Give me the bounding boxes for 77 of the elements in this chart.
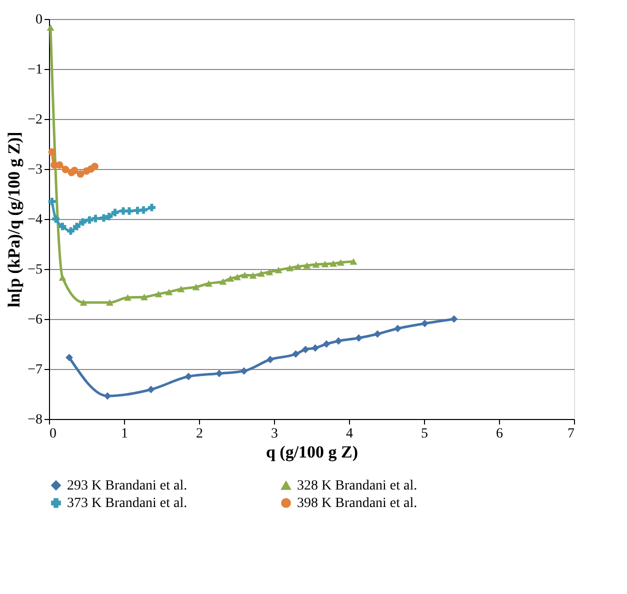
point [111,208,119,216]
point [73,222,80,230]
point [450,315,458,323]
point [147,386,155,394]
point [70,166,78,174]
point [205,280,212,287]
point [154,290,162,298]
point [52,215,60,223]
point [165,288,173,296]
y-tick-label: −7 [28,362,42,378]
point [106,299,114,306]
point [140,206,148,214]
point [337,259,344,266]
y-axis-title: ln[p (kPa)/q (g/100 g Z)] [4,132,24,308]
point [62,166,70,174]
point [48,148,56,156]
point [184,372,192,380]
x-axis-title: q (g/100 g Z) [266,442,358,462]
x-tick-label: 0 [50,426,56,442]
y-tick-label: −5 [28,262,42,278]
point [105,212,113,220]
y-tick-label: −8 [28,412,42,428]
point [48,198,56,206]
legend-label: 373 K Brandani et al. [67,496,188,511]
x-tick-label: 7 [568,426,574,442]
point [286,264,294,272]
point [258,270,265,277]
x-tick-label: 6 [496,426,503,442]
point [58,274,66,281]
point [58,222,66,230]
point [249,272,257,279]
point [104,392,112,400]
point [80,299,88,306]
point [126,207,133,215]
point [330,260,337,267]
legend-label: 398 K Brandani et al. [297,496,418,511]
point [241,272,248,278]
x-tick-label: 4 [346,426,353,442]
point [177,286,185,292]
point [274,266,282,274]
y-tick-label: −2 [28,112,42,128]
point [303,262,311,269]
point [148,204,156,212]
point [124,294,132,301]
x-tick-label: 2 [196,426,203,442]
point [294,263,302,270]
point [67,227,74,235]
legend-label: 328 K Brandani et al. [297,478,418,494]
point [266,268,274,276]
point [79,218,86,226]
y-tick-label: −1 [28,62,42,78]
point [140,294,148,300]
point [334,337,342,345]
point [350,258,358,265]
point [321,260,329,268]
x-tick-label: 5 [421,426,428,442]
point [322,340,330,348]
point [192,284,200,290]
point [76,170,84,178]
point [240,367,248,375]
x-tick-label: 3 [271,426,278,442]
y-tick-label: −6 [28,312,42,328]
legend-label: 293 K Brandani et al. [67,478,188,494]
point [302,346,310,354]
point [234,274,241,280]
point [226,275,234,282]
point [91,162,98,170]
point [312,261,320,268]
point [219,278,227,285]
x-tick-label: 1 [121,426,128,442]
y-tick-label: −3 [28,162,42,178]
point [92,214,100,222]
y-tick-label: 0 [36,12,42,28]
y-tick-label: −4 [28,212,42,228]
point [374,330,382,338]
point [46,24,54,31]
point [56,161,64,169]
